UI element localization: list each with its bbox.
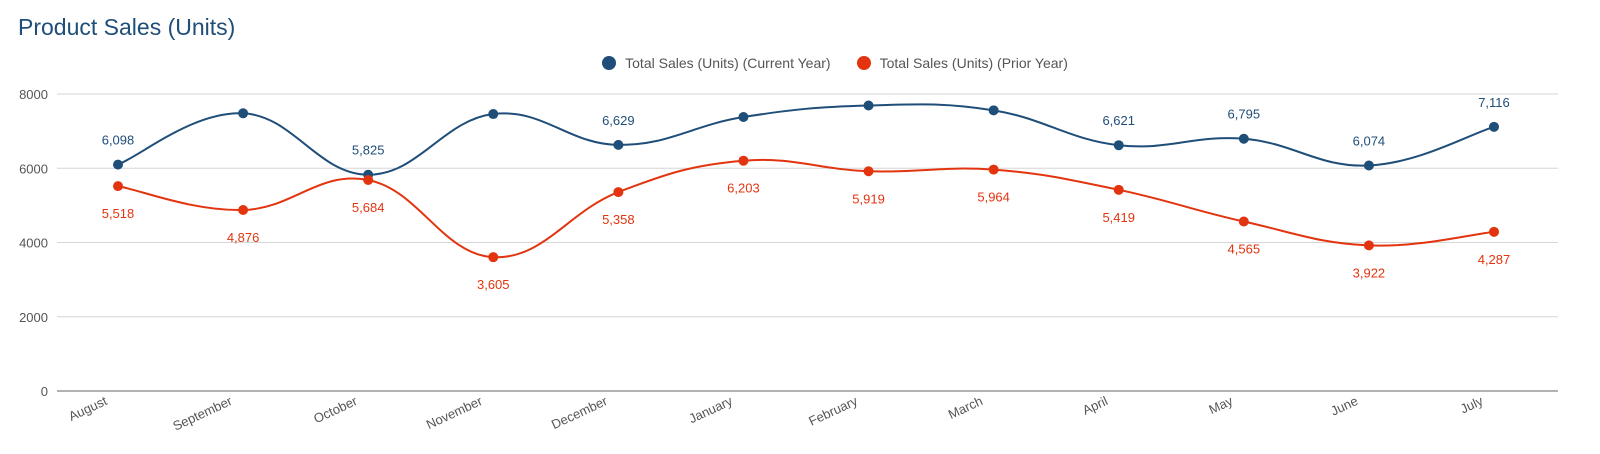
- data-point-current: [113, 159, 123, 170]
- data-label-prior: 4,876: [227, 230, 260, 245]
- data-label-prior: 3,922: [1353, 265, 1386, 280]
- series-line-current: [117, 103, 1495, 176]
- data-label-prior: 5,964: [977, 190, 1010, 205]
- x-tick-label: November: [424, 393, 485, 432]
- data-point-current: [1489, 121, 1499, 132]
- data-point-prior: [113, 181, 123, 192]
- data-point-prior: [863, 166, 874, 177]
- legend-label-prior: Total Sales (Units) (Prior Year): [879, 55, 1068, 71]
- data-point-prior: [363, 174, 374, 185]
- y-tick-label: 2000: [19, 310, 48, 325]
- x-tick-label: January: [686, 393, 735, 426]
- chart-legend: Total Sales (Units) (Current Year) Total…: [0, 55, 1600, 71]
- x-tick-label: April: [1080, 393, 1110, 418]
- data-point-prior: [738, 155, 749, 166]
- x-tick-label: August: [66, 393, 109, 424]
- data-point-current: [1113, 140, 1124, 151]
- legend-marker-current: [602, 56, 617, 70]
- data-label-current: 6,074: [1353, 134, 1386, 149]
- data-label-prior: 4,287: [1478, 252, 1511, 267]
- y-tick-label: 0: [41, 384, 48, 399]
- data-point-current: [988, 105, 999, 116]
- data-point-current: [613, 139, 624, 150]
- legend-item-prior[interactable]: Total Sales (Units) (Prior Year): [856, 55, 1068, 71]
- data-label-prior: 5,419: [1102, 210, 1135, 225]
- data-label-prior: 6,203: [727, 181, 760, 196]
- x-tick-label: September: [170, 393, 235, 434]
- x-tick-label: July: [1458, 393, 1486, 417]
- data-label-current: 6,629: [602, 113, 635, 128]
- data-point-current: [863, 100, 874, 111]
- y-tick-label: 4000: [19, 236, 48, 251]
- data-point-current: [1238, 133, 1249, 144]
- data-point-prior: [988, 164, 999, 175]
- legend-item-current[interactable]: Total Sales (Units) (Current Year): [602, 55, 831, 71]
- data-label-prior: 5,919: [852, 191, 885, 206]
- data-label-current: 6,098: [102, 133, 135, 148]
- data-label-current: 6,795: [1228, 107, 1261, 122]
- x-tick-label: May: [1206, 393, 1235, 417]
- x-tick-label: October: [311, 393, 360, 426]
- data-point-current: [238, 108, 249, 119]
- data-point-prior: [613, 187, 624, 198]
- chart-title: Product Sales (Units): [18, 14, 236, 40]
- data-point-prior: [1363, 240, 1374, 251]
- legend-label-current: Total Sales (Units) (Current Year): [625, 55, 831, 71]
- data-point-current: [1363, 160, 1374, 171]
- x-tick-label: June: [1328, 393, 1360, 419]
- data-point-prior: [488, 252, 499, 263]
- data-label-current: 7,116: [1478, 95, 1510, 110]
- legend-marker-prior: [856, 56, 871, 70]
- x-tick-label: March: [946, 393, 985, 422]
- data-point-prior: [1238, 216, 1249, 227]
- data-label-current: 5,825: [352, 143, 385, 158]
- data-label-prior: 4,565: [1228, 242, 1261, 257]
- data-label-current: 6,621: [1102, 113, 1135, 128]
- series-line-prior: [117, 158, 1495, 259]
- data-point-prior: [1489, 226, 1499, 237]
- data-point-prior: [238, 204, 249, 215]
- data-point-current: [488, 109, 499, 120]
- data-point-prior: [1113, 184, 1124, 195]
- data-label-prior: 5,358: [602, 212, 635, 227]
- x-tick-label: February: [806, 393, 860, 429]
- y-tick-label: 6000: [19, 161, 48, 176]
- y-tick-label: 8000: [19, 87, 48, 102]
- data-label-prior: 5,684: [352, 200, 385, 215]
- data-label-prior: 3,605: [477, 277, 510, 292]
- x-tick-label: December: [549, 393, 610, 432]
- data-label-prior: 5,518: [102, 206, 135, 221]
- data-point-current: [738, 112, 749, 123]
